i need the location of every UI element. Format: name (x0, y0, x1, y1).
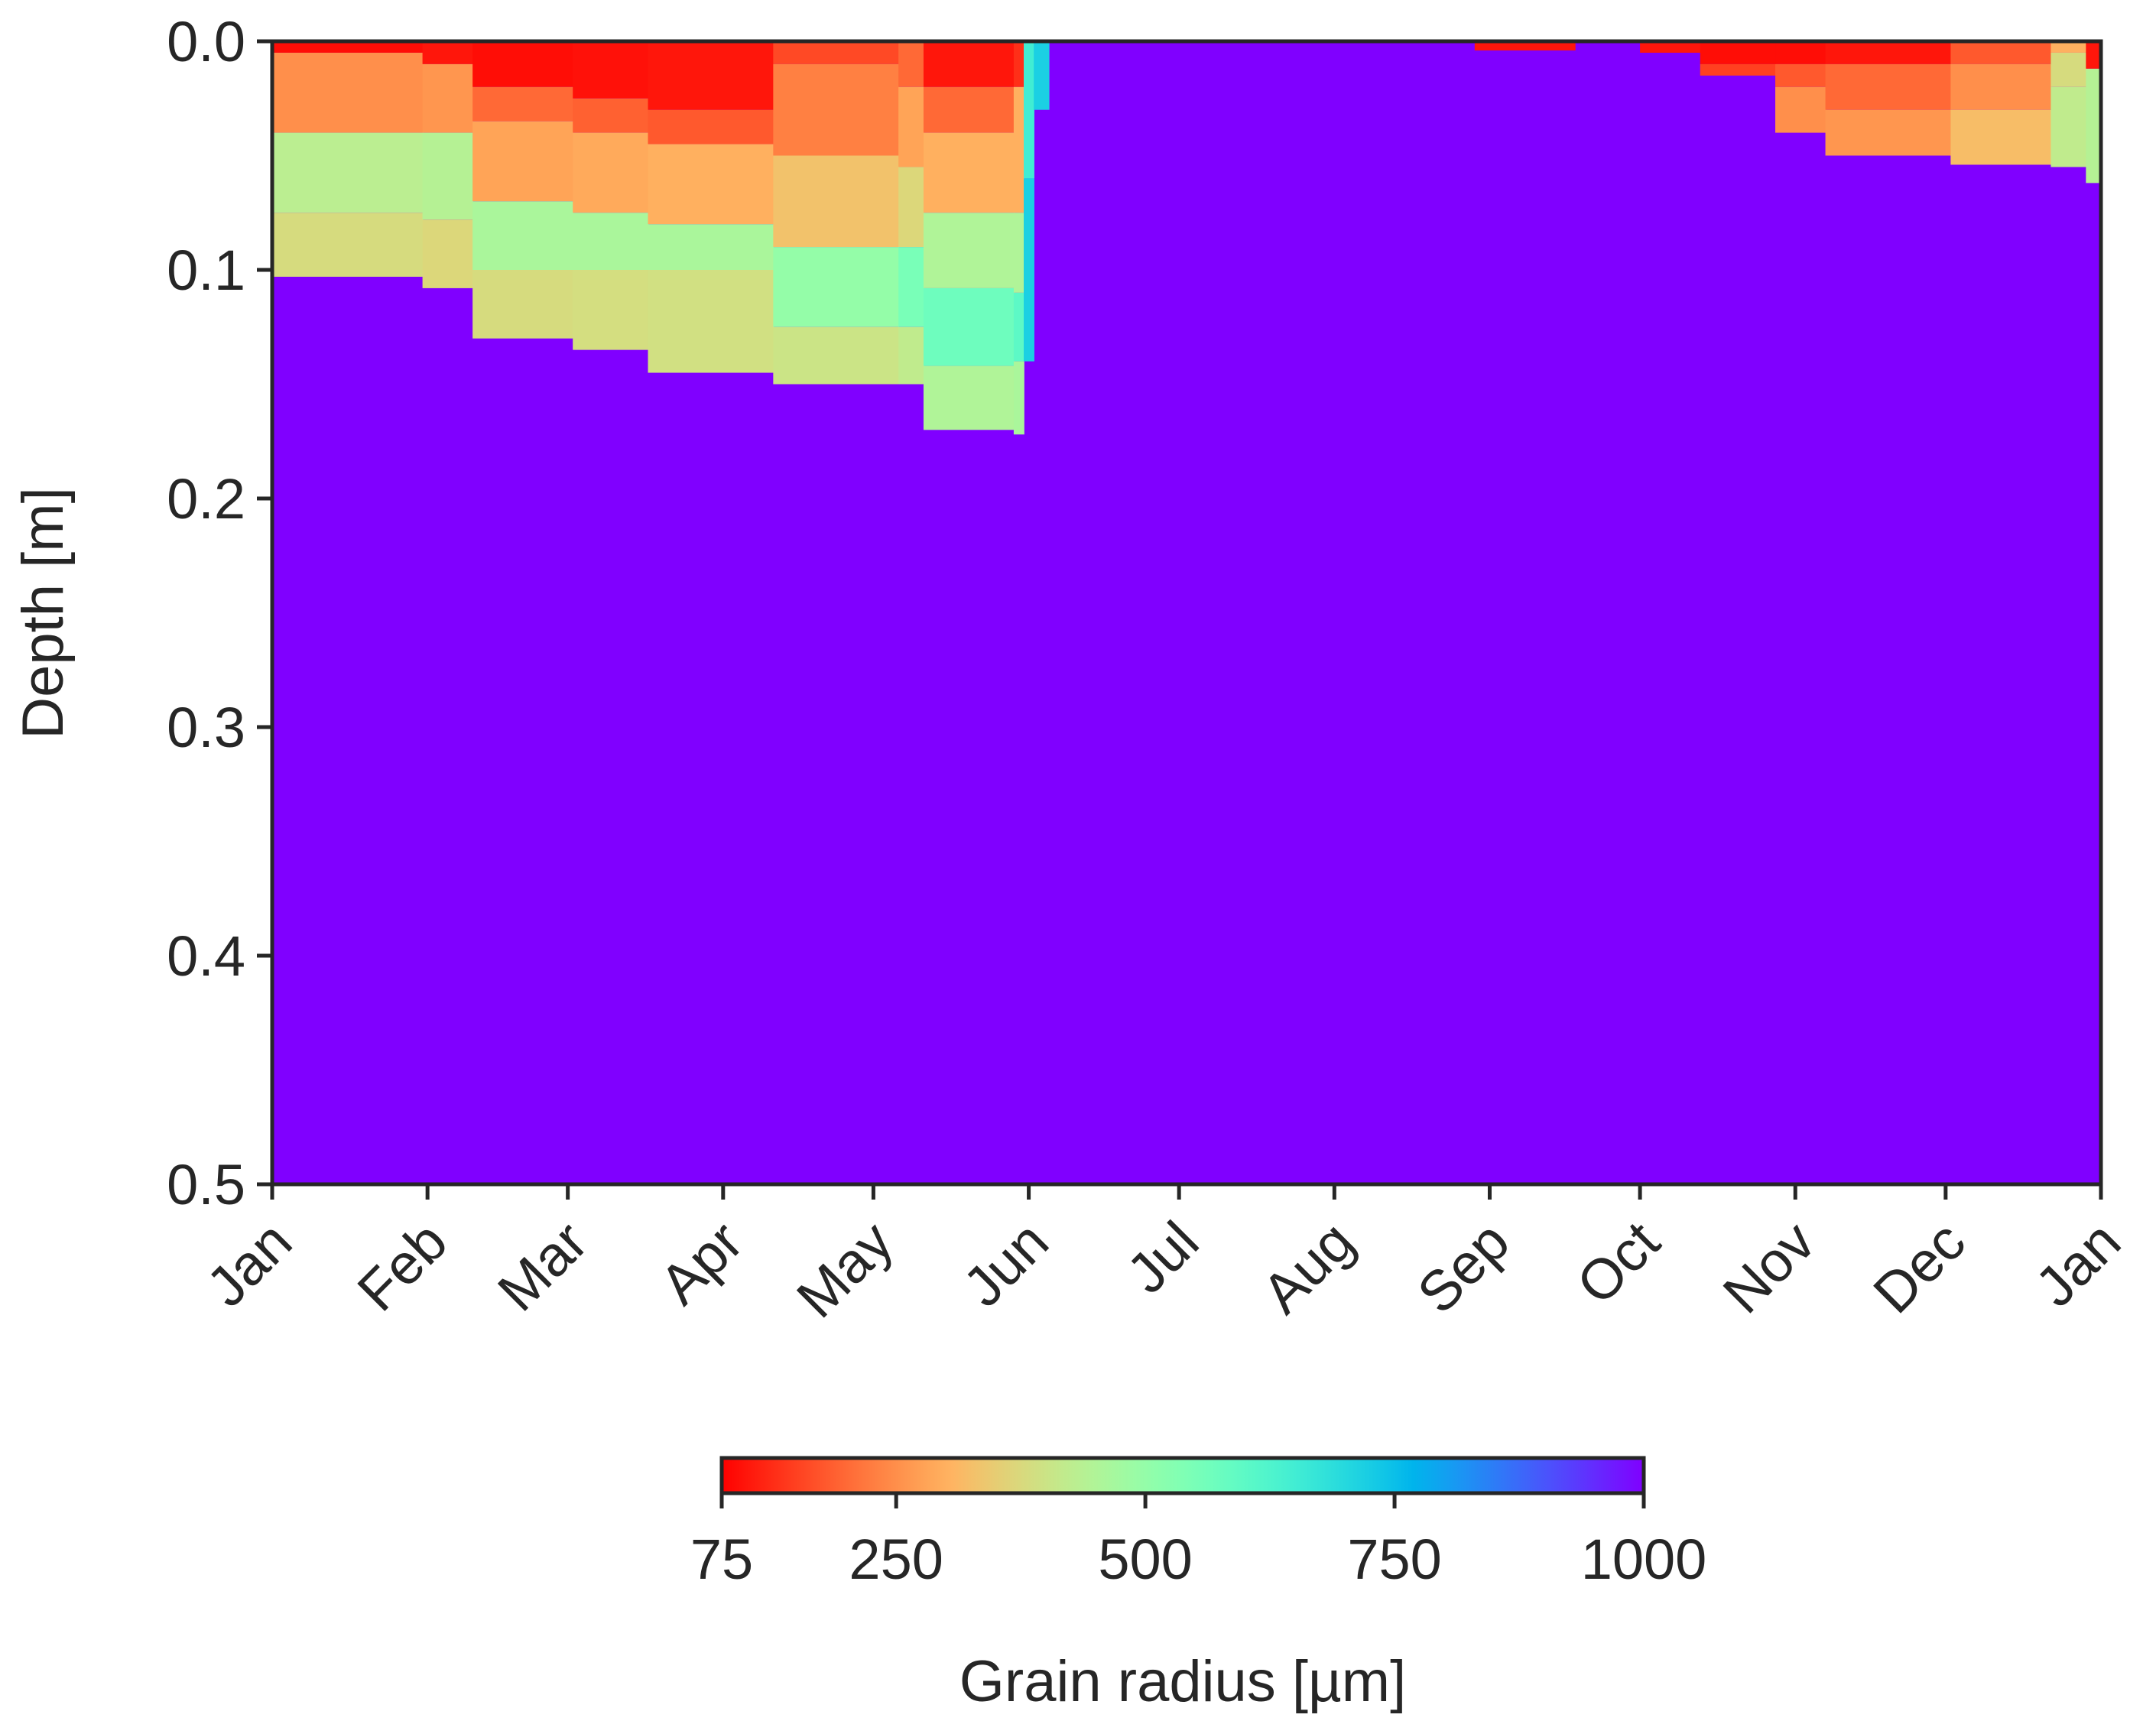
heatmap-cell (422, 41, 473, 64)
heatmap-cell (1024, 178, 1034, 362)
heatmap-cell (898, 247, 924, 327)
heatmap-cell (1950, 109, 2052, 165)
heatmap-cell (923, 86, 1015, 133)
heatmap-cell (1024, 41, 1034, 179)
heatmap-cell (272, 132, 424, 213)
heatmap-cell (1825, 41, 1952, 64)
heatmap-cell (923, 365, 1015, 430)
heatmap-cell (648, 270, 774, 373)
heatmap-cell (472, 270, 574, 339)
heatmap-cell (1825, 63, 1952, 110)
x-tick-label: Jun (951, 1210, 1060, 1319)
heatmap-cell (573, 98, 649, 133)
heatmap-cell (1013, 41, 1024, 87)
heatmap-cell (422, 219, 473, 288)
heatmap-cell (1825, 109, 1952, 156)
x-tick-label: Jan (194, 1210, 304, 1319)
heatmap-plot-area (272, 41, 2102, 1184)
heatmap-cell (472, 121, 574, 202)
heatmap-cell (1950, 41, 2052, 64)
colorbar-tick-label: 750 (1347, 1528, 1441, 1591)
heatmap-cell (1013, 86, 1024, 213)
heatmap-cell (773, 155, 899, 248)
heatmap-cell (773, 247, 899, 327)
heatmap-cell (1034, 41, 1050, 110)
colorbar-tick-label: 250 (849, 1528, 943, 1591)
heatmap-cell (1775, 63, 1826, 87)
y-axis-label: Depth [m] (11, 487, 76, 739)
y-tick-label: 0.1 (167, 239, 245, 302)
heatmap-cell (2050, 86, 2087, 167)
x-tick-label: Nov (1711, 1210, 1827, 1326)
heatmap-cell (648, 41, 774, 110)
x-tick-label: Feb (346, 1210, 459, 1323)
colorbar-tick-label: 1000 (1581, 1528, 1707, 1591)
heatmap-cell (1775, 86, 1826, 133)
y-tick-label: 0.0 (167, 10, 245, 73)
heatmap-cell (923, 132, 1015, 213)
heatmap-cell (898, 86, 924, 167)
heatmap-cell (2050, 52, 2087, 87)
heatmap-cell (1700, 63, 1776, 76)
heatmap-cell (422, 132, 473, 220)
heatmap-cell (573, 41, 649, 99)
colorbar-tick-label: 500 (1098, 1528, 1192, 1591)
y-tick-label: 0.5 (167, 1153, 245, 1216)
heatmap-cell (648, 109, 774, 144)
heatmap-cell (1700, 41, 1776, 64)
heatmap-cell (422, 63, 473, 133)
heatmap-cell (923, 41, 1015, 87)
colorbar-tick-label: 75 (690, 1528, 753, 1591)
x-tick-label: May (784, 1210, 905, 1330)
x-tick-label: Oct (1564, 1209, 1671, 1316)
heatmap-cell (923, 213, 1015, 288)
x-tick-label: Dec (1861, 1210, 1977, 1326)
heatmap-cell (1013, 292, 1024, 362)
heatmap-cell (573, 270, 649, 350)
heatmap-cell (648, 224, 774, 270)
heatmap-cell (2086, 41, 2102, 69)
heatmap-cell (573, 213, 649, 270)
colorbar (719, 1456, 1646, 1495)
colorbar-label: Grain radius [µm] (959, 1649, 1406, 1714)
x-tick-label: Jan (2023, 1210, 2132, 1319)
heatmap-cell (1775, 41, 1826, 64)
heatmap-cell (272, 52, 424, 133)
y-tick-label: 0.3 (167, 696, 245, 759)
heatmap-cell (1640, 41, 1701, 53)
heatmap-cell (773, 326, 899, 385)
heatmap-cell (1013, 361, 1024, 435)
y-tick-label: 0.2 (167, 467, 245, 531)
x-tick-label: Sep (1405, 1210, 1521, 1326)
heatmap-cell (773, 63, 899, 156)
heatmap-cell (472, 201, 574, 270)
x-tick-label: Mar (485, 1210, 599, 1323)
heatmap-cell (1474, 41, 1576, 50)
plot-frame (270, 39, 2103, 1187)
heatmap-cell (1950, 63, 2052, 110)
heatmap-cell (898, 326, 924, 385)
colorbar-ticks: 75 250 500 750 1000 (690, 1493, 1706, 1591)
heatmap-cell (773, 41, 899, 64)
heatmap-cell (472, 86, 574, 122)
x-tick-label: Aug (1250, 1210, 1366, 1326)
heatmap-cell (272, 41, 424, 53)
heatmap-cell (2050, 41, 2087, 53)
heatmap-cell (898, 167, 924, 248)
x-tick-label: Jul (1115, 1210, 1211, 1306)
heatmap-cell (472, 41, 574, 87)
heatmap-cell (272, 213, 424, 277)
heatmap-cell (1013, 213, 1024, 293)
y-tick-label: 0.4 (167, 924, 245, 988)
heatmap-cell (2086, 68, 2102, 183)
heatmap-cell (923, 287, 1015, 366)
x-tick-label: Apr (648, 1210, 755, 1317)
y-axis: 0.0 0.1 0.2 0.3 0.4 0.5 (167, 10, 272, 1216)
heatmap-cell (898, 41, 924, 87)
heatmap-cell (648, 144, 774, 225)
heatmap-cell (573, 132, 649, 213)
x-axis: Jan Feb Mar Apr May Jun Jul Aug Sep Oct Nov Dec Jan (194, 1184, 2132, 1330)
